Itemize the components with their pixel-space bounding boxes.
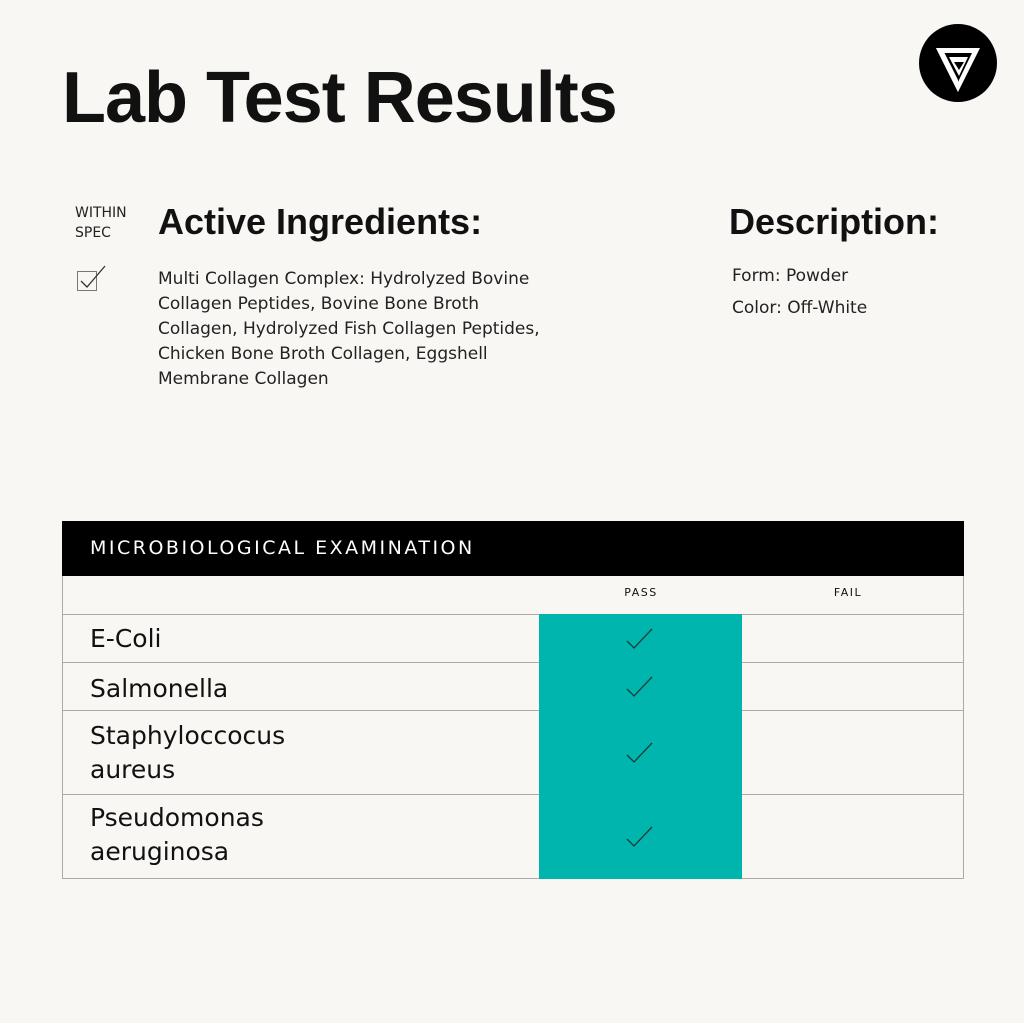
description-color: Color: Off-White	[732, 298, 868, 318]
pass-cell	[539, 794, 742, 879]
table-row: Staphyloccocus aureus	[62, 710, 964, 795]
ingredient-line: Chicken Bone Broth Collagen, Eggshell	[158, 344, 488, 364]
row-name-line: Pseudomonas	[90, 803, 264, 832]
row-name-line: aeruginosa	[90, 837, 230, 866]
ingredient-line: Collagen, Hydrolyzed Fish Collagen Pepti…	[158, 319, 540, 339]
row-name-line: aureus	[90, 755, 176, 784]
active-ingredients-heading: Active Ingredients:	[158, 201, 483, 242]
table-row: E-Coli	[62, 614, 964, 663]
row-name-line: Salmonella	[90, 674, 229, 703]
column-fail: FAIL	[833, 586, 863, 599]
row-name-line: E-Coli	[90, 624, 162, 653]
row-name: Staphyloccocus aureus	[90, 719, 285, 787]
pass-cell	[539, 662, 742, 711]
check-icon	[626, 676, 653, 697]
column-pass: PASS	[624, 586, 658, 599]
row-name: Salmonella	[90, 672, 228, 706]
brand-logo-icon	[919, 24, 997, 102]
row-name: Pseudomonas aeruginosa	[90, 801, 264, 869]
within-spec-checkbox	[77, 271, 97, 291]
table-row: Salmonella	[62, 662, 964, 711]
column-header-row: PASS FAIL	[62, 576, 964, 615]
within-spec-line1: WITHIN	[75, 205, 127, 221]
row-name: E-Coli	[90, 622, 161, 656]
microbiological-table: MICROBIOLOGICAL EXAMINATION PASS FAIL E-…	[62, 521, 964, 879]
table-row: Pseudomonas aeruginosa	[62, 794, 964, 879]
check-icon	[80, 265, 106, 288]
ingredient-line: Collagen Peptides, Bovine Bone Broth	[158, 294, 480, 314]
row-name-line: Staphyloccocus	[90, 721, 286, 750]
table-heading: MICROBIOLOGICAL EXAMINATION	[62, 521, 964, 576]
description-heading: Description:	[729, 201, 940, 242]
page-title: Lab Test Results	[62, 58, 618, 138]
description-form: Form: Powder	[732, 266, 849, 286]
within-spec-line2: SPEC	[75, 225, 111, 241]
pass-cell	[539, 614, 742, 663]
check-icon	[626, 628, 653, 649]
check-icon	[626, 826, 653, 847]
check-icon	[626, 742, 653, 763]
ingredient-line: Multi Collagen Complex: Hydrolyzed Bovin…	[158, 269, 530, 289]
pass-cell	[539, 710, 742, 795]
within-spec-label: WITHIN SPEC	[75, 203, 127, 243]
ingredient-line: Membrane Collagen	[158, 369, 329, 389]
active-ingredients-text: Multi Collagen Complex: Hydrolyzed Bovin…	[158, 267, 588, 392]
